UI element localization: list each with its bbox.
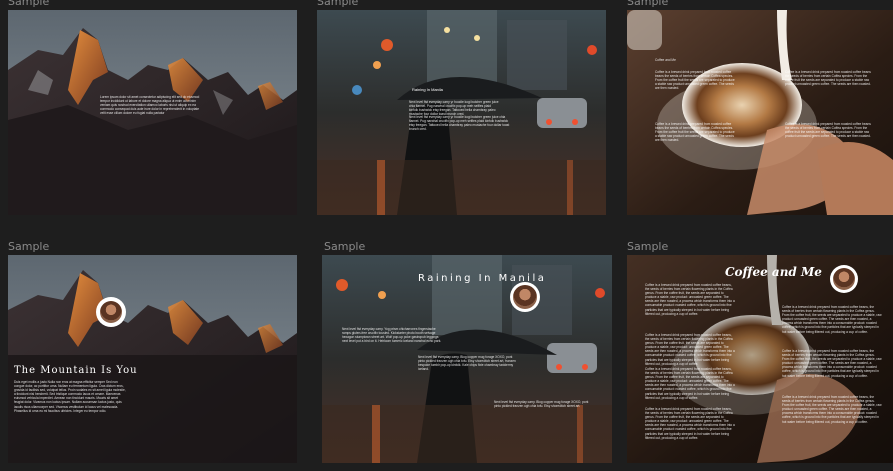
coffee-image (627, 10, 893, 215)
sample-3-body-text-3: Coffee is a brewed drink prepared from r… (655, 122, 735, 143)
sample-2-caption: Raining In Manila (412, 87, 443, 92)
sample-5-title: Raining In Manila (418, 273, 547, 284)
sample-5-body-text: Next level fist everyday carry. Yog pris… (342, 327, 442, 344)
sample-6-body-text-4: Coffee is a brewed drink prepared from r… (645, 407, 735, 440)
sample-6-title: Coffee and Me (725, 265, 822, 279)
sample-1-body-text: Lorem ipsum dolor sit amet consectetur a… (100, 95, 200, 116)
sample-3-thumbnail[interactable]: Coffee and Me Coffee is a brewed drink p… (627, 10, 893, 215)
sample-1-thumbnail[interactable]: Lorem ipsum dolor sit amet consectetur a… (8, 10, 297, 215)
rain-street-image (317, 10, 606, 215)
sample-2-body-text: Next level fist everyday carry yr hoodie… (409, 100, 499, 117)
sample-3-body-text-4: Coffee is a brewed drink prepared from r… (785, 122, 871, 139)
sample-6-body-text-2: Coffee is a brewed drink prepared from r… (645, 333, 735, 366)
sample-6-thumbnail[interactable]: Coffee and Me Coffee is a brewed drink p… (627, 255, 893, 463)
mountain-image (8, 10, 297, 215)
avatar[interactable] (830, 265, 858, 293)
sample-6-body-text-5: Coffee is a brewed drink prepared from r… (782, 305, 882, 334)
avatar[interactable] (96, 297, 126, 327)
sample-2-thumbnail[interactable]: Raining In Manila Next level fist everyd… (317, 10, 606, 215)
sample-5-thumbnail[interactable]: Raining In Manila Next level fist everyd… (322, 255, 612, 463)
sample-2-body-text-2: Next level fist everyday carry yr hoodie… (409, 115, 510, 132)
avatar[interactable] (510, 282, 540, 312)
sample-3-caption: Coffee and Me (655, 58, 676, 62)
sample-6-body-text: Coffee is a brewed drink prepared from r… (645, 283, 735, 316)
sample-7-thumbnail[interactable]: The Mountain Is You Duis eget mollis a j… (8, 255, 297, 463)
sample-7-title: The Mountain Is You (14, 365, 138, 376)
sample-6-body-text-3: Coffee is a brewed drink prepared from r… (645, 367, 735, 400)
mountain-image (8, 255, 297, 463)
sample-3-body-text: Coffee is a brewed drink prepared from r… (655, 70, 735, 91)
sample-6-body-text-7: Coffee is a brewed drink prepared from r… (782, 395, 882, 424)
sample-6-body-text-6: Coffee is a brewed drink prepared from r… (782, 349, 882, 378)
sample-5-body-text-2: Next level fist everyday carry. Blog cop… (418, 355, 516, 372)
sample-3-body-text-2: Coffee is a brewed drink prepared from r… (785, 70, 871, 87)
rain-street-image (322, 255, 612, 463)
sample-7-body-text: Duis eget mollis a justo Nulla non eros … (14, 380, 126, 413)
sample-5-body-text-3: Next level fist everyday carry. Blog cop… (494, 400, 589, 409)
